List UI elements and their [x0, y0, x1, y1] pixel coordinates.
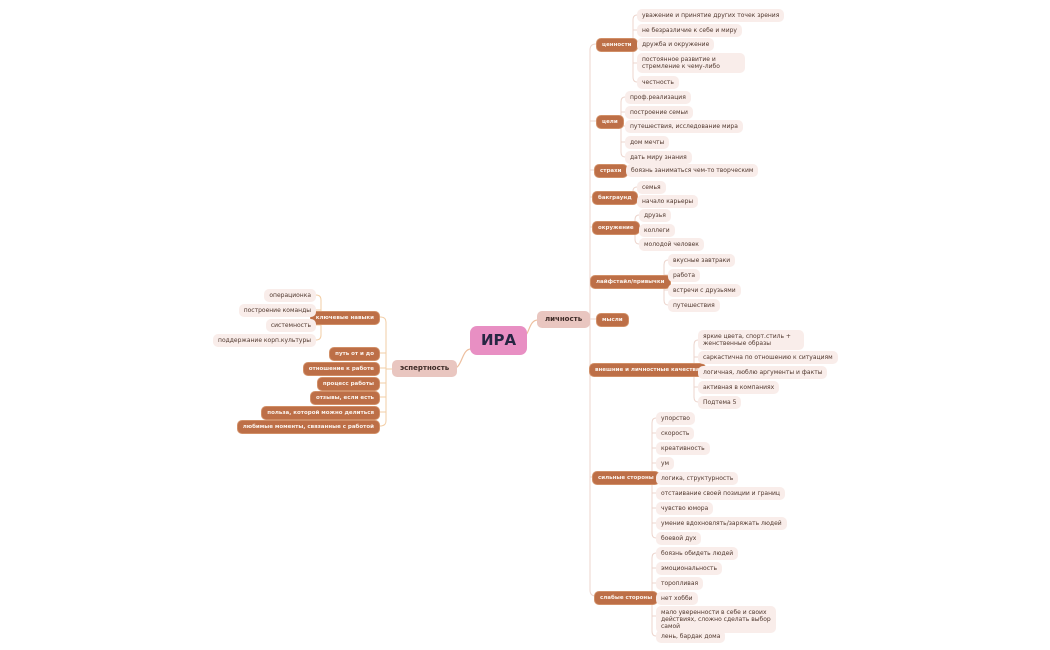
category-thoughts[interactable]: мысли: [596, 313, 629, 327]
leaf-node[interactable]: боязнь обидеть людей: [656, 547, 739, 560]
leaf-node[interactable]: семья: [637, 181, 666, 194]
leaf-node[interactable]: коллеги: [639, 224, 675, 237]
category-work-attitude[interactable]: отношение к работе: [302, 362, 380, 376]
leaf-node[interactable]: яркие цвета, спорт.стиль + женственные о…: [698, 330, 804, 350]
category-benefit[interactable]: польза, которой можно делиться: [261, 406, 380, 420]
category-appearance-personality[interactable]: внешние и личностные качества: [589, 363, 706, 377]
leaf-node[interactable]: работа: [668, 269, 701, 282]
leaf-node[interactable]: боязнь заниматься чем-то творческим: [626, 164, 759, 177]
leaf-node[interactable]: вкусные завтраки: [668, 254, 736, 267]
leaf-node[interactable]: умение вдохновлять/заряжать людей: [656, 517, 787, 530]
category-work-process[interactable]: процесс работы: [316, 377, 380, 391]
leaf-node[interactable]: друзья: [639, 209, 671, 222]
leaf-node[interactable]: молодой человек: [639, 238, 704, 251]
leaf-node[interactable]: эмоциональность: [656, 562, 723, 575]
leaf-node[interactable]: поддержание корп.культуры: [213, 334, 316, 347]
leaf-node[interactable]: активная в компаниях: [698, 381, 780, 394]
leaf-node[interactable]: отстаивание своей позиции и границ: [656, 487, 785, 500]
category-strengths[interactable]: сильные стороны: [592, 471, 660, 485]
category-favorite-moments[interactable]: любимые моменты, связанные с работой: [236, 420, 380, 434]
leaf-node[interactable]: торопливая: [656, 577, 704, 590]
leaf-node[interactable]: построение семьи: [625, 106, 693, 119]
leaf-node[interactable]: чувство юмора: [656, 502, 714, 515]
leaf-node[interactable]: начало карьеры: [637, 195, 699, 208]
leaf-node[interactable]: мало уверенности в себе и своих действия…: [656, 606, 776, 633]
leaf-node[interactable]: логика, структурность: [656, 472, 739, 485]
leaf-node[interactable]: честность: [637, 76, 679, 89]
branch-personality[interactable]: личность: [537, 311, 591, 328]
leaf-node[interactable]: путешествия, исследование мира: [625, 120, 743, 133]
leaf-node[interactable]: упорство: [656, 412, 695, 425]
leaf-node[interactable]: постоянное развитие и стремление к чему-…: [637, 53, 745, 73]
category-weaknesses[interactable]: слабые стороны: [594, 591, 659, 605]
leaf-node[interactable]: лень, бардак дома: [656, 630, 726, 643]
leaf-node[interactable]: ум: [656, 457, 675, 470]
branch-expertise[interactable]: эспертность: [392, 360, 458, 377]
leaf-node[interactable]: дом мечты: [625, 136, 670, 149]
leaf-node[interactable]: креативность: [656, 442, 710, 455]
category-environment[interactable]: окружение: [592, 221, 640, 235]
category-goals[interactable]: цели: [596, 115, 624, 129]
leaf-node[interactable]: проф.реализация: [625, 91, 691, 104]
leaf-node[interactable]: системность: [265, 319, 316, 332]
category-key-skills[interactable]: ключевые навыки: [309, 311, 380, 325]
leaf-node[interactable]: путешествия: [668, 299, 720, 312]
category-fears[interactable]: страхи: [594, 164, 628, 178]
leaf-node[interactable]: не безразличие к себе и миру: [637, 24, 742, 37]
leaf-node[interactable]: операционка: [264, 289, 316, 302]
category-path[interactable]: путь от и до: [329, 347, 380, 361]
category-background[interactable]: бакграунд: [592, 191, 638, 205]
leaf-node[interactable]: саркастична по отношению к ситуациям: [698, 351, 838, 364]
leaf-node[interactable]: скорость: [656, 427, 695, 440]
leaf-node[interactable]: дружба и окружение: [637, 38, 715, 51]
leaf-node[interactable]: боевой дух: [656, 532, 702, 545]
leaf-node[interactable]: уважение и принятие других точек зрения: [637, 9, 785, 22]
category-lifestyle[interactable]: лайфстайл/привычки: [590, 275, 671, 289]
leaf-node[interactable]: нет хобби: [656, 592, 698, 605]
leaf-node[interactable]: дать миру знания: [625, 151, 692, 164]
root-node-ira[interactable]: ИРА: [470, 326, 528, 355]
category-reviews[interactable]: отзывы, если есть: [309, 391, 380, 405]
category-values[interactable]: ценности: [596, 38, 638, 52]
leaf-node[interactable]: построение команды: [238, 304, 316, 317]
leaf-node[interactable]: логичная, люблю аргументы и факты: [698, 366, 828, 379]
leaf-node[interactable]: встречи с друзьями: [668, 284, 741, 297]
leaf-node[interactable]: Подтема 5: [698, 396, 742, 409]
